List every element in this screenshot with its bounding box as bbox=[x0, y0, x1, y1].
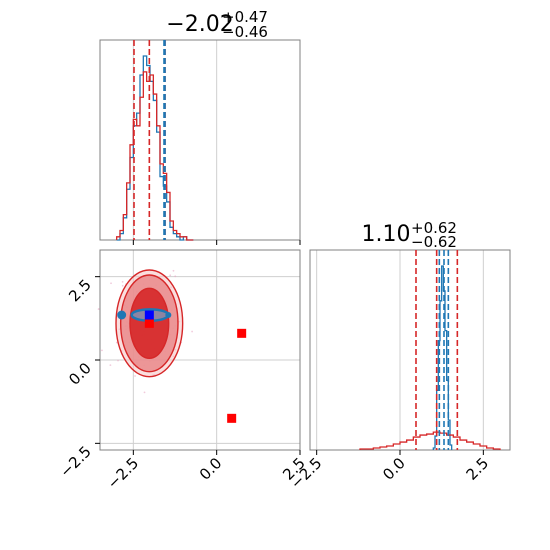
joint-x-tick-label: −2.5 bbox=[104, 454, 142, 492]
joint-y-tick-label: 0.0 bbox=[65, 359, 95, 389]
joint-blue-point bbox=[117, 310, 127, 320]
marginal-p1-panel: −2.5 0.0 2.5 bbox=[287, 249, 511, 493]
joint-y-tick-label: −2.5 bbox=[56, 442, 94, 480]
joint-red-marker bbox=[237, 328, 247, 338]
joint-sample-point bbox=[134, 375, 136, 377]
marginal-p1-x-tick-label: 2.5 bbox=[463, 454, 493, 484]
marginal-p0-panel bbox=[99, 39, 301, 245]
marginal-p0-title-plus: +0.47 bbox=[222, 8, 268, 26]
joint-sample-point bbox=[121, 284, 124, 287]
joint-red-marker bbox=[144, 318, 154, 328]
joint-frame bbox=[99, 249, 301, 451]
joint-blue-marker bbox=[144, 310, 154, 320]
marginal-p0-title: −2.02 bbox=[166, 12, 233, 37]
joint-sample-point bbox=[169, 274, 172, 277]
marginal-p0-frame bbox=[99, 39, 301, 241]
marginal-p1-x-tick-label: 0.0 bbox=[379, 454, 409, 484]
joint-p0-p1-panel: −2.5 0.0 2.5−2.50.02.5 bbox=[56, 249, 309, 493]
marginal-p0-hist-blue bbox=[116, 55, 194, 241]
joint-sample-point bbox=[174, 275, 177, 278]
joint-sample-point bbox=[121, 280, 124, 283]
marginal-p1-title-minus: −0.62 bbox=[411, 233, 457, 251]
joint-sample-point bbox=[101, 349, 103, 352]
marginal-p1-hist-blue bbox=[432, 265, 453, 450]
joint-sample-point bbox=[109, 364, 112, 367]
marginal-p0-title-minus: −0.46 bbox=[222, 23, 268, 41]
joint-x-tick-label: 0.0 bbox=[196, 454, 226, 484]
marginal-p1-title-plus: +0.62 bbox=[411, 219, 457, 237]
marginal-p0-hist-red bbox=[116, 71, 194, 241]
marginal-p1-hist-red bbox=[359, 431, 501, 450]
joint-sample-point bbox=[143, 391, 146, 394]
joint-sample-point bbox=[115, 341, 118, 344]
joint-blue-point bbox=[165, 312, 172, 318]
marginal-p1-frame bbox=[309, 249, 511, 451]
joint-sample-point bbox=[110, 282, 112, 285]
joint-sample-point bbox=[191, 330, 194, 333]
joint-red-marker bbox=[227, 413, 237, 423]
joint-y-tick-label: 2.5 bbox=[65, 276, 95, 306]
joint-sample-point bbox=[172, 269, 175, 272]
joint-sample-point bbox=[97, 308, 100, 310]
marginal-p1-title: 1.10 bbox=[362, 222, 411, 247]
joint-sample-point bbox=[117, 359, 119, 362]
